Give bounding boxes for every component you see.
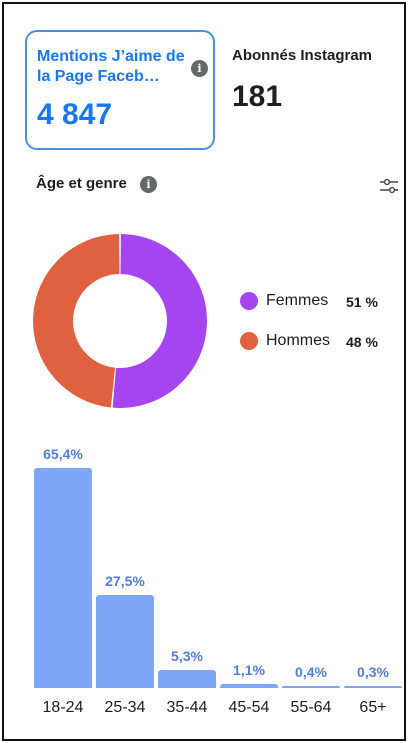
legend-item-hommes: Hommes 48 %	[238, 328, 398, 368]
age-bar-chart: 65,4% 18-24 27,5% 25-34 5,3% 35-44 1,1% 45-54 0,…	[4, 434, 408, 734]
bar-18-24[interactable]	[34, 468, 92, 688]
category-label: 45-54	[228, 699, 270, 716]
bar-data-label: 0,4%	[295, 664, 327, 680]
bar-45-54[interactable]	[220, 684, 278, 688]
bar-data-label: 27,5%	[105, 573, 145, 590]
legend-label-femmes: Femmes	[266, 292, 329, 309]
bar-65+[interactable]	[344, 686, 402, 688]
legend-item-femmes: Femmes 51 %	[238, 288, 398, 328]
bar-data-label: 65,4%	[43, 446, 83, 462]
legend-pct-hommes: 48 %	[346, 334, 378, 350]
legend-label-hommes: Hommes	[266, 332, 331, 349]
donut-slice-femmes[interactable]	[112, 234, 208, 408]
bar-55-64[interactable]	[282, 686, 340, 688]
category-label: 25-34	[104, 699, 146, 716]
category-label: 18-24	[42, 699, 84, 716]
info-icon[interactable]: i	[191, 60, 208, 77]
category-label: 65+	[359, 699, 387, 716]
age-gender-title: Âge et genre	[36, 175, 127, 192]
donut-slice-hommes[interactable]	[33, 234, 120, 408]
facebook-page-likes-value: 4 847	[37, 98, 113, 131]
bar-data-label: 5,3%	[171, 648, 203, 665]
legend-dot-hommes	[240, 332, 258, 350]
legend-dot-femmes	[240, 292, 258, 310]
gender-legend: Femmes 51 % Hommes 48 %	[238, 288, 398, 368]
instagram-followers-card[interactable]: Abonnés Instagram 181	[230, 30, 400, 150]
instagram-followers-value: 181	[232, 80, 283, 113]
category-label: 55-64	[290, 699, 332, 716]
bar-35-44[interactable]	[158, 670, 216, 688]
facebook-page-likes-title: Mentions J’aime de la Page Faceb…	[37, 48, 185, 85]
info-icon[interactable]: i	[140, 176, 157, 193]
bar-data-label: 0,3%	[357, 664, 389, 680]
filter-sliders-icon[interactable]	[378, 176, 400, 196]
bar-25-34[interactable]	[96, 595, 154, 688]
instagram-followers-title: Abonnés Instagram	[232, 47, 373, 64]
gender-donut-chart	[33, 234, 208, 408]
bar-data-label: 1,1%	[233, 662, 265, 679]
category-label: 35-44	[166, 699, 208, 716]
facebook-page-likes-card[interactable]: Mentions J’aime de la Page Faceb… i 4 84…	[25, 30, 215, 150]
legend-pct-femmes: 51 %	[346, 294, 378, 310]
